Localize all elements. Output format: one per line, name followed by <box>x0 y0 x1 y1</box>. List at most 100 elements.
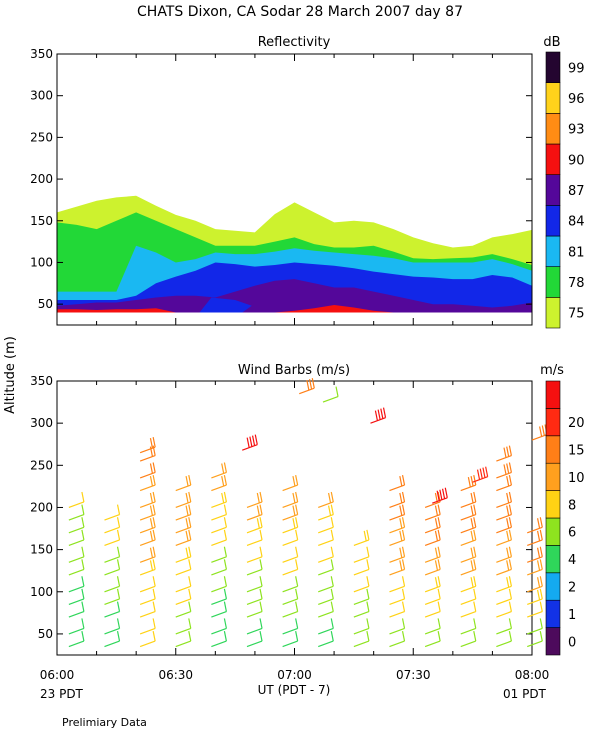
wind-barb <box>211 474 227 492</box>
wind-barb <box>318 576 334 593</box>
wind-barb <box>496 504 512 521</box>
wind-barb <box>282 630 299 648</box>
db-colorbar-label: 75 <box>568 307 585 322</box>
footer-note: Prelimiary Data <box>62 716 147 729</box>
db-colorbar-swatch <box>545 51 561 83</box>
wind-barb <box>527 630 543 648</box>
wind-barb <box>496 588 512 605</box>
wind-barb <box>432 487 448 504</box>
wind-barb <box>68 576 85 593</box>
wind-barb <box>527 601 543 618</box>
wind-barb <box>496 491 512 509</box>
ms-colorbar-label: 8 <box>568 498 576 513</box>
ms-colorbar-label: 4 <box>568 553 576 568</box>
wind-barb <box>68 559 85 576</box>
db-colorbar-label: 90 <box>568 153 585 168</box>
wind-barb <box>527 546 543 563</box>
wind-barb <box>139 601 156 618</box>
wind-barb <box>353 546 370 563</box>
wind-barb <box>496 601 512 618</box>
wind-barb <box>424 601 441 618</box>
wind-barb <box>282 576 299 593</box>
wind-barb <box>246 576 263 593</box>
ms-colorbar-swatch <box>545 408 561 437</box>
wind-barb <box>104 559 121 576</box>
wind-barb <box>175 559 192 576</box>
ms-colorbar-swatch <box>545 517 561 546</box>
wind-barb <box>211 601 227 618</box>
wind-barb <box>139 618 156 635</box>
wind-barb <box>104 517 121 534</box>
wind-barb <box>496 462 512 479</box>
wind-barb <box>104 588 121 605</box>
wind-barb <box>389 474 406 492</box>
x-tick-label: 07:00 <box>277 668 312 682</box>
db-colorbar-label: 87 <box>568 184 585 199</box>
wind-barb <box>246 504 263 521</box>
y-tick-label: 200 <box>30 172 53 186</box>
reflectivity-layer-90 <box>57 305 532 313</box>
wind-barb <box>527 576 543 593</box>
wind-barb <box>460 588 477 605</box>
wind-barbs-title: Wind Barbs (m/s) <box>238 363 350 378</box>
wind-barb <box>211 491 227 509</box>
wind-barb <box>282 504 299 521</box>
reflectivity-layer-87 <box>57 279 532 313</box>
ms-colorbar-label: 2 <box>568 581 576 596</box>
wind-barb <box>282 474 299 492</box>
wind-barb <box>322 386 339 403</box>
wind-barb <box>68 491 85 509</box>
db-colorbar-label: 99 <box>568 61 585 76</box>
wind-barb <box>496 546 512 563</box>
db-colorbar-label: 84 <box>568 215 585 230</box>
wind-barb <box>139 474 156 492</box>
wind-barb <box>318 529 334 546</box>
wind-barb <box>353 576 370 593</box>
y-tick-label: 300 <box>30 89 53 103</box>
wind-barb <box>527 517 543 534</box>
wind-barb <box>211 546 227 563</box>
wind-barbs-plot <box>68 378 548 648</box>
db-colorbar-swatch <box>545 266 561 298</box>
db-colorbar-title: dB <box>543 35 560 50</box>
wind-barb <box>460 601 477 618</box>
wind-barb <box>175 546 192 563</box>
ms-colorbar-label: 1 <box>568 608 576 623</box>
wind-barb <box>175 491 192 509</box>
wind-barb <box>389 517 406 534</box>
wind-barb <box>424 517 441 534</box>
wind-barb <box>282 588 299 605</box>
ms-colorbar-swatch <box>545 462 561 491</box>
left-date-label: 23 PDT <box>40 687 84 701</box>
wind-barb <box>424 529 441 546</box>
wind-barb <box>68 618 85 635</box>
wind-barb <box>318 588 334 605</box>
wind-barb <box>104 618 121 635</box>
reflectivity-y-axis: 50 100 150 200 250 300 350 <box>30 47 532 311</box>
y-tick-label: 250 <box>30 458 53 472</box>
wind-barb <box>389 559 406 576</box>
db-colorbar-swatch <box>545 174 561 206</box>
wind-barb <box>389 576 406 593</box>
wind-barb <box>139 504 156 521</box>
wind-barb <box>318 504 334 521</box>
wind-barb <box>246 588 263 605</box>
reflectivity-title: Reflectivity <box>258 35 331 50</box>
wind-barb <box>353 601 370 618</box>
x-tick-label: 08:00 <box>515 668 550 682</box>
wind-barb <box>139 630 156 648</box>
wind-barb <box>424 630 441 648</box>
wind-barb <box>104 601 121 618</box>
wind-barb <box>299 378 315 395</box>
wind-barbs-frame <box>56 380 533 656</box>
wind-barb <box>353 529 370 546</box>
wind-barb <box>246 630 263 648</box>
wind-barb <box>175 576 192 593</box>
wind-barb <box>282 559 299 576</box>
y-axis-label: Altitude (m) <box>3 336 18 414</box>
ms-colorbar-label: 10 <box>568 471 585 486</box>
wind-barb <box>246 529 263 546</box>
wind-barb <box>496 529 512 546</box>
db-colorbar-label: 96 <box>568 92 585 107</box>
wind-barb <box>389 491 406 509</box>
